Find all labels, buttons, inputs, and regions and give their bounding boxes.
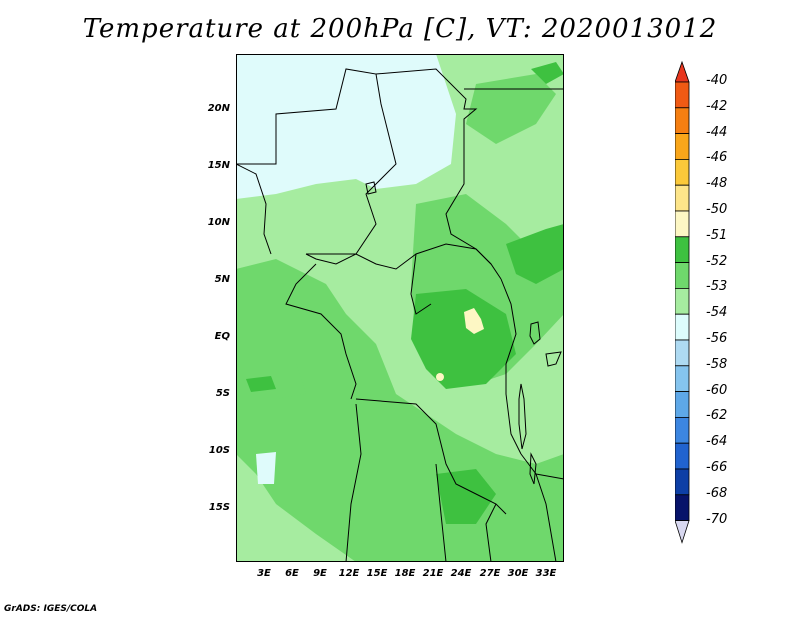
x-axis-label: 21E	[422, 568, 444, 579]
colorbar-label: -51	[706, 227, 728, 243]
colorbar-box	[675, 107, 690, 134]
map-title: Temperature at 200hPa [C], VT: 202001301…	[82, 14, 718, 44]
temperature-band-54	[236, 54, 456, 484]
colorbar-box	[675, 236, 690, 264]
colorbar-box	[675, 391, 690, 418]
colorbar-label: -62	[706, 408, 728, 424]
y-axis-label: 10S	[208, 445, 230, 456]
map-svg	[236, 54, 564, 562]
x-axis-label: 9E	[313, 568, 327, 579]
colorbar-label: -56	[706, 331, 728, 346]
y-axis-label: 15S	[208, 502, 230, 513]
colorbar-box	[675, 81, 690, 109]
colorbar-box	[675, 184, 690, 212]
colorbar-box	[675, 133, 690, 160]
map-border	[236, 54, 564, 562]
colorbar-box	[675, 262, 690, 289]
colorbar-label: -58	[706, 356, 728, 372]
x-axis-label: 3E	[257, 568, 271, 579]
lakes	[365, 181, 562, 485]
colorbar-label: -70	[706, 511, 728, 527]
colorbar	[675, 60, 690, 544]
x-axis-label: 30E	[507, 568, 529, 579]
colorbar-box	[675, 416, 690, 444]
y-axis-label: 10N	[207, 217, 230, 228]
colorbar-label: -54	[706, 305, 728, 321]
x-axis-label: 15E	[366, 568, 388, 579]
colorbar-label: -64	[706, 434, 728, 450]
colorbar-box	[675, 468, 690, 496]
x-axis-label: 27E	[479, 568, 501, 579]
map-panel	[236, 54, 564, 562]
colorbar-box	[675, 442, 690, 470]
colorbar-box	[675, 210, 690, 238]
colorbar-box	[675, 365, 690, 392]
y-axis-label: 15N	[207, 160, 230, 171]
x-axis-label: 6E	[285, 568, 299, 579]
y-axis-label: EQ	[214, 331, 230, 342]
y-axis-label: 5N	[214, 274, 230, 285]
colorbar-label: -52	[706, 253, 728, 269]
colorbar-label: -50	[706, 202, 728, 217]
colorbar-box	[675, 159, 690, 186]
country-borders	[236, 68, 564, 562]
colorbar-label: -48	[706, 176, 728, 192]
y-axis-label: 20N	[207, 103, 230, 114]
colorbar-label: -60	[706, 382, 728, 398]
colorbar-label: -42	[706, 98, 728, 114]
colorbar-label: -68	[706, 485, 728, 501]
x-axis-label: 24E	[450, 568, 472, 579]
temperature-band-51	[436, 308, 484, 381]
colorbar-box	[675, 313, 690, 341]
colorbar-label: -66	[706, 460, 728, 475]
colorbar-label: -44	[706, 124, 728, 140]
x-axis-label: 12E	[338, 568, 360, 579]
colorbar-label: -40	[706, 73, 728, 88]
colorbar-top-arrow	[675, 60, 690, 83]
colorbar-box	[675, 339, 690, 367]
y-axis-label: 5S	[215, 388, 230, 399]
colorbar-bottom-arrow	[675, 520, 690, 544]
footer-credit: GrADS: IGES/COLA	[4, 604, 98, 614]
x-axis-label: 33E	[535, 568, 557, 579]
colorbar-box	[675, 494, 690, 521]
colorbar-label: -53	[706, 279, 728, 295]
temperature-band-52	[246, 62, 564, 524]
colorbar-label: -46	[706, 150, 728, 166]
colorbar-box	[675, 287, 690, 315]
colorbar-boxes	[675, 60, 690, 544]
x-axis-label: 18E	[394, 568, 416, 579]
